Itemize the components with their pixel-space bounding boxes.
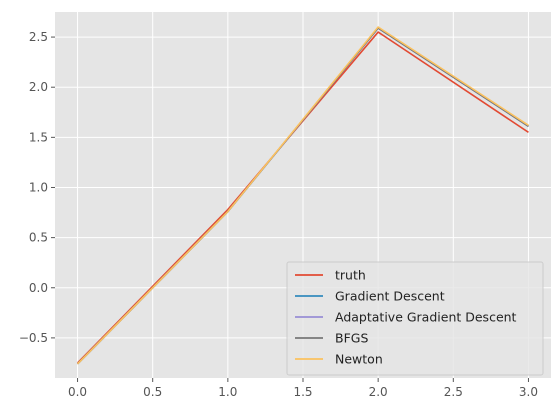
y-axis-ticks: −0.5 0.0 0.5 1.0 1.5 2.0 2.5 (19, 30, 55, 345)
y-tick-label: 0.0 (29, 281, 48, 295)
x-tick-label: 1.0 (218, 385, 237, 399)
series-lines (76, 26, 529, 365)
legend-label-adaptative-gradient-descent: Adaptative Gradient Descent (335, 310, 517, 325)
legend-box (286, 261, 544, 376)
x-tick-label: 2.5 (444, 385, 463, 399)
x-tick-label: 0.5 (143, 385, 162, 399)
legend-label-truth: truth (335, 268, 366, 283)
x-tick-label: 1.5 (293, 385, 312, 399)
y-tick-label: 2.5 (29, 30, 48, 44)
y-tick-label: 0.5 (29, 231, 48, 245)
series-line-newton (76, 26, 529, 365)
y-tick-label: 2.0 (29, 80, 48, 94)
legend: truth Gradient Descent Adaptative Gradient… (286, 261, 544, 376)
y-tick-label: −0.5 (19, 331, 48, 345)
x-tick-label: 0.0 (68, 385, 87, 399)
x-tick-label: 3.0 (519, 385, 538, 399)
legend-label-newton: Newton (335, 352, 383, 367)
y-tick-label: 1.0 (29, 180, 48, 194)
legend-label-gradient-descent: Gradient Descent (335, 289, 445, 304)
legend-label-bfgs: BFGS (335, 331, 368, 346)
x-tick-label: 2.0 (369, 385, 388, 399)
x-axis-ticks: 0.0 0.5 1.0 1.5 2.0 2.5 3.0 (68, 378, 538, 399)
legend-items: truth Gradient Descent Adaptative Gradient… (295, 268, 517, 367)
y-tick-label: 1.5 (29, 130, 48, 144)
grid-lines (55, 12, 551, 378)
